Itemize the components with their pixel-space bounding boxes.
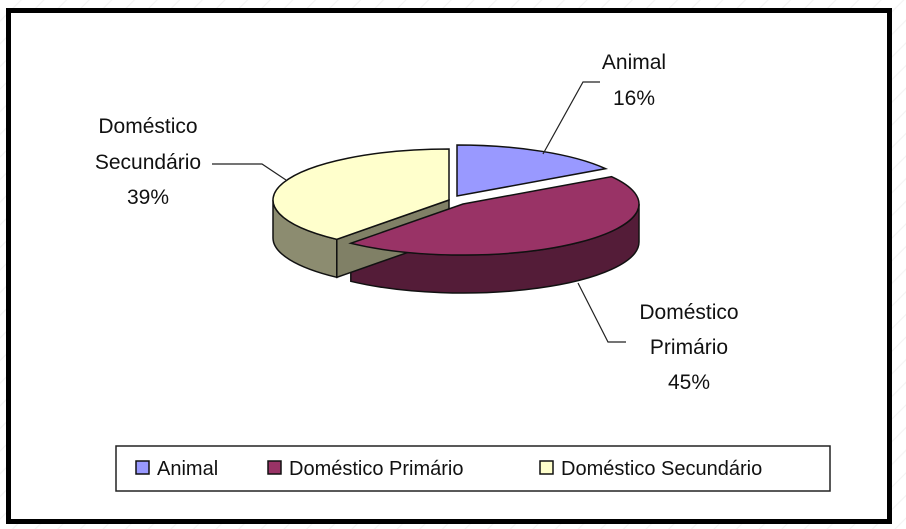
data-label-animal-value: 16%	[613, 87, 655, 110]
legend-swatch-domestico-secundario	[539, 460, 554, 475]
legend-swatch-domestico-primario	[267, 460, 282, 475]
data-label-primario-line1: Doméstico	[639, 301, 738, 324]
leader-line-animal	[542, 81, 600, 155]
legend-box	[115, 445, 831, 492]
pie-slice-animal	[456, 144, 609, 197]
leader-line-domestico-primario	[577, 282, 626, 343]
legend-label-domestico-secundario: Doméstico Secundário	[561, 458, 762, 480]
legend-swatch-animal	[135, 460, 150, 475]
pie-slice-domestico-secundario	[272, 148, 450, 241]
data-label-animal-name: Animal	[602, 51, 666, 74]
pie-slice-domestico-primario	[348, 175, 640, 256]
data-label-secundario-value: 39%	[127, 186, 169, 209]
data-label-secundario-line1: Doméstico	[98, 115, 197, 138]
pie-group	[272, 144, 640, 294]
legend-label-domestico-primario: Doméstico Primário	[289, 458, 463, 480]
data-label-primario-line2: Primário	[650, 336, 728, 359]
data-label-secundario-line2: Secundário	[95, 151, 201, 174]
leader-line-domestico-secundario	[212, 163, 287, 181]
legend-label-animal: Animal	[157, 458, 218, 480]
data-label-primario-value: 45%	[668, 371, 710, 394]
legend: Animal Doméstico Primário Doméstico Secu…	[115, 445, 831, 492]
